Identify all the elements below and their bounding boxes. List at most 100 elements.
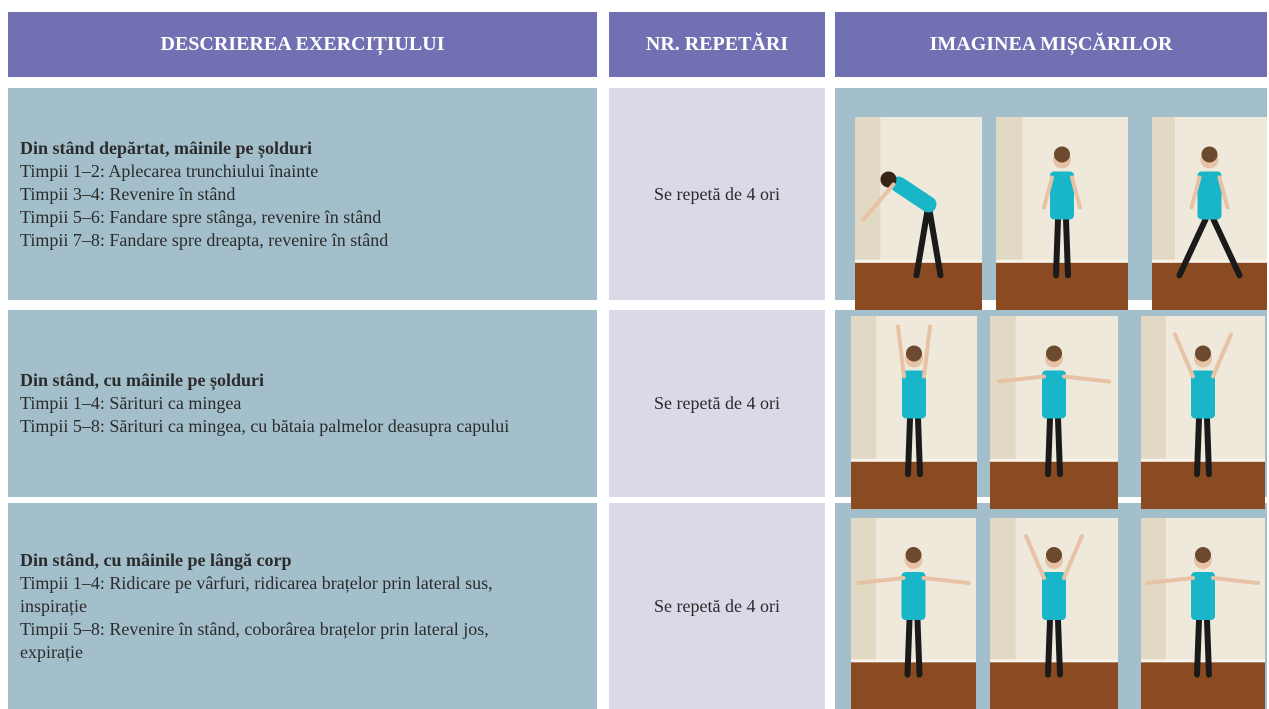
baseboard bbox=[1152, 259, 1267, 263]
description-cell: Din stând depărtat, mâinile pe șolduri Ti… bbox=[8, 88, 597, 300]
shirt bbox=[1191, 572, 1215, 621]
floor bbox=[990, 460, 1118, 509]
leg bbox=[1055, 617, 1063, 678]
arm bbox=[922, 324, 932, 379]
hair bbox=[1201, 146, 1218, 163]
leg bbox=[904, 617, 913, 678]
arm bbox=[1211, 332, 1233, 379]
photo bbox=[990, 518, 1118, 709]
exercise-step: Timpii 5–8: Revenire în stând, coborârea… bbox=[20, 618, 489, 662]
header-text: NR. REPETĂRI bbox=[645, 33, 789, 55]
hair bbox=[1054, 146, 1070, 163]
leg bbox=[1053, 216, 1061, 279]
wall-shadow bbox=[851, 316, 877, 461]
arm bbox=[1062, 534, 1084, 581]
exercise-step: Timpii 7–8: Fandare spre dreapta, reveni… bbox=[20, 229, 389, 250]
hair bbox=[1195, 547, 1211, 564]
description-cell: Din stând, cu mâinile pe lângă corp Timpi… bbox=[8, 503, 597, 709]
header-cell: IMAGINEA MIȘCĂRILOR bbox=[835, 12, 1267, 77]
arm bbox=[1189, 175, 1202, 210]
exercise-title: Din stând, cu mâinile pe lângă corp bbox=[20, 549, 292, 570]
arm bbox=[1042, 175, 1054, 210]
wall-shadow bbox=[996, 117, 1023, 262]
photo bbox=[1141, 316, 1265, 509]
floor bbox=[1141, 460, 1265, 509]
header-cell: NR. REPETĂRI bbox=[609, 12, 825, 77]
baseboard bbox=[990, 458, 1118, 462]
hair bbox=[1046, 345, 1062, 362]
hair bbox=[905, 547, 922, 564]
wall-shadow bbox=[990, 316, 1016, 461]
leg bbox=[1176, 216, 1209, 279]
exercise-step: Timpii 5–8: Sărituri ca mingea, cu bătai… bbox=[20, 416, 510, 436]
leg bbox=[913, 201, 932, 279]
leg bbox=[1210, 216, 1243, 279]
shirt bbox=[1197, 171, 1222, 220]
leg bbox=[905, 415, 913, 478]
baseboard bbox=[851, 458, 977, 462]
leg bbox=[925, 201, 944, 279]
floor bbox=[851, 460, 977, 509]
arm bbox=[896, 324, 906, 379]
wall-shadow bbox=[855, 117, 881, 262]
header-text: IMAGINEA MIȘCĂRILOR bbox=[929, 33, 1173, 55]
leg bbox=[1055, 415, 1063, 478]
leg bbox=[1194, 415, 1202, 478]
floor bbox=[996, 261, 1128, 310]
baseboard bbox=[996, 259, 1128, 263]
hair bbox=[1195, 345, 1211, 362]
photo bbox=[990, 316, 1118, 509]
photo bbox=[851, 518, 976, 709]
photo bbox=[996, 117, 1128, 310]
photo bbox=[1141, 518, 1265, 709]
repetition-cell: Se repetă de 4 ori bbox=[609, 503, 825, 709]
arm bbox=[997, 374, 1046, 384]
leg bbox=[1045, 617, 1053, 678]
exercise-step: Timpii 5–6: Fandare spre stânga, revenir… bbox=[20, 206, 382, 227]
exercise-step: Timpii 3–4: Revenire în stând bbox=[20, 183, 236, 204]
wall-shadow bbox=[1152, 117, 1175, 262]
floor bbox=[1152, 261, 1267, 310]
arm bbox=[1211, 576, 1260, 586]
wall-shadow bbox=[851, 518, 876, 662]
hair bbox=[906, 345, 922, 362]
exercise-step: Timpii 1–2: Aplecarea trunchiului înaint… bbox=[20, 160, 319, 181]
baseboard bbox=[1141, 458, 1265, 462]
baseboard bbox=[990, 659, 1118, 663]
photo bbox=[1152, 117, 1267, 310]
arm bbox=[1070, 175, 1082, 210]
arm bbox=[1062, 374, 1111, 384]
floor bbox=[1141, 661, 1265, 709]
shirt bbox=[1191, 370, 1215, 419]
repetition-text: Se repetă de 4 ori bbox=[654, 595, 780, 616]
arm bbox=[1173, 332, 1195, 379]
photo bbox=[855, 117, 982, 310]
floor bbox=[851, 661, 976, 709]
hair bbox=[1046, 547, 1062, 564]
leg bbox=[914, 617, 923, 678]
leg bbox=[1194, 617, 1202, 678]
leg bbox=[1204, 415, 1212, 478]
description-cell: Din stând, cu mâinile pe șolduri Timpii 1… bbox=[8, 310, 597, 497]
exercise-title: Din stând depărtat, mâinile pe șolduri bbox=[20, 137, 313, 158]
leg bbox=[1045, 415, 1053, 478]
wall-shadow bbox=[1141, 518, 1166, 662]
repetition-text: Se repetă de 4 ori bbox=[654, 393, 780, 413]
leg bbox=[1063, 216, 1071, 279]
leg bbox=[1204, 617, 1212, 678]
arm bbox=[921, 576, 971, 586]
baseboard bbox=[851, 659, 976, 663]
wall-shadow bbox=[1141, 316, 1166, 461]
floor bbox=[990, 661, 1118, 709]
wall-shadow bbox=[990, 518, 1016, 662]
shirt bbox=[1042, 370, 1066, 419]
arm bbox=[1146, 576, 1195, 586]
shirt bbox=[1050, 171, 1074, 220]
arm bbox=[856, 576, 906, 586]
exercise-step: Timpii 1–4: Sărituri ca mingea bbox=[20, 393, 242, 413]
exercise-step: Timpii 1–4: Ridicare pe vârfuri, ridicar… bbox=[20, 572, 493, 616]
repetition-cell: Se repetă de 4 ori bbox=[609, 88, 825, 300]
arm bbox=[1024, 534, 1046, 581]
